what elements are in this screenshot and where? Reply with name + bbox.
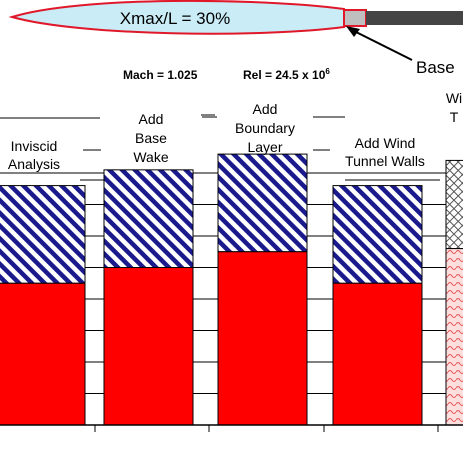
- callout-arrow-head: [346, 26, 360, 37]
- bar-segment-hatched: [332, 185, 423, 284]
- airfoil-diagram: Xmax/L = 30% Base: [8, 0, 463, 77]
- airfoil-base: [343, 9, 367, 27]
- category-label: Add Wind Tunnel Walls: [345, 135, 425, 169]
- bar-segment-solid: [445, 248, 463, 426]
- bar-segment-solid: [0, 282, 86, 426]
- bar-segment-hatched: [217, 153, 308, 253]
- category-label: Add Base Wake: [133, 111, 168, 165]
- reynolds-label: Rel = 24.5 x 106: [243, 67, 330, 82]
- category-label: Wi T: [446, 90, 462, 125]
- callout-label: Base: [416, 58, 455, 77]
- category-label: Inviscid Analysis: [8, 138, 60, 172]
- bar-segment-hatched: [103, 169, 194, 269]
- bar-segment-solid: [103, 267, 194, 426]
- category-label: Add Boundary Layer: [235, 101, 295, 155]
- callout-arrow-line: [351, 29, 413, 61]
- mach-label: Mach = 1.025: [123, 68, 198, 82]
- reynolds-exponent: 6: [325, 67, 330, 76]
- bar-segment-solid: [332, 282, 423, 426]
- sting: [366, 11, 463, 25]
- category-labels: Inviscid Analysis Add Base Wake Add Boundary La…: [0, 90, 462, 181]
- bar-segment-hatched: [0, 185, 86, 284]
- bar-segment-solid: [217, 251, 308, 426]
- airfoil-label: Xmax/L = 30%: [120, 9, 230, 28]
- reynolds-prefix: Rel = 24.5 x 10: [243, 68, 326, 82]
- bars: [0, 153, 463, 426]
- bar-segment-hatched: [445, 159, 463, 250]
- x-axis: [0, 424, 463, 432]
